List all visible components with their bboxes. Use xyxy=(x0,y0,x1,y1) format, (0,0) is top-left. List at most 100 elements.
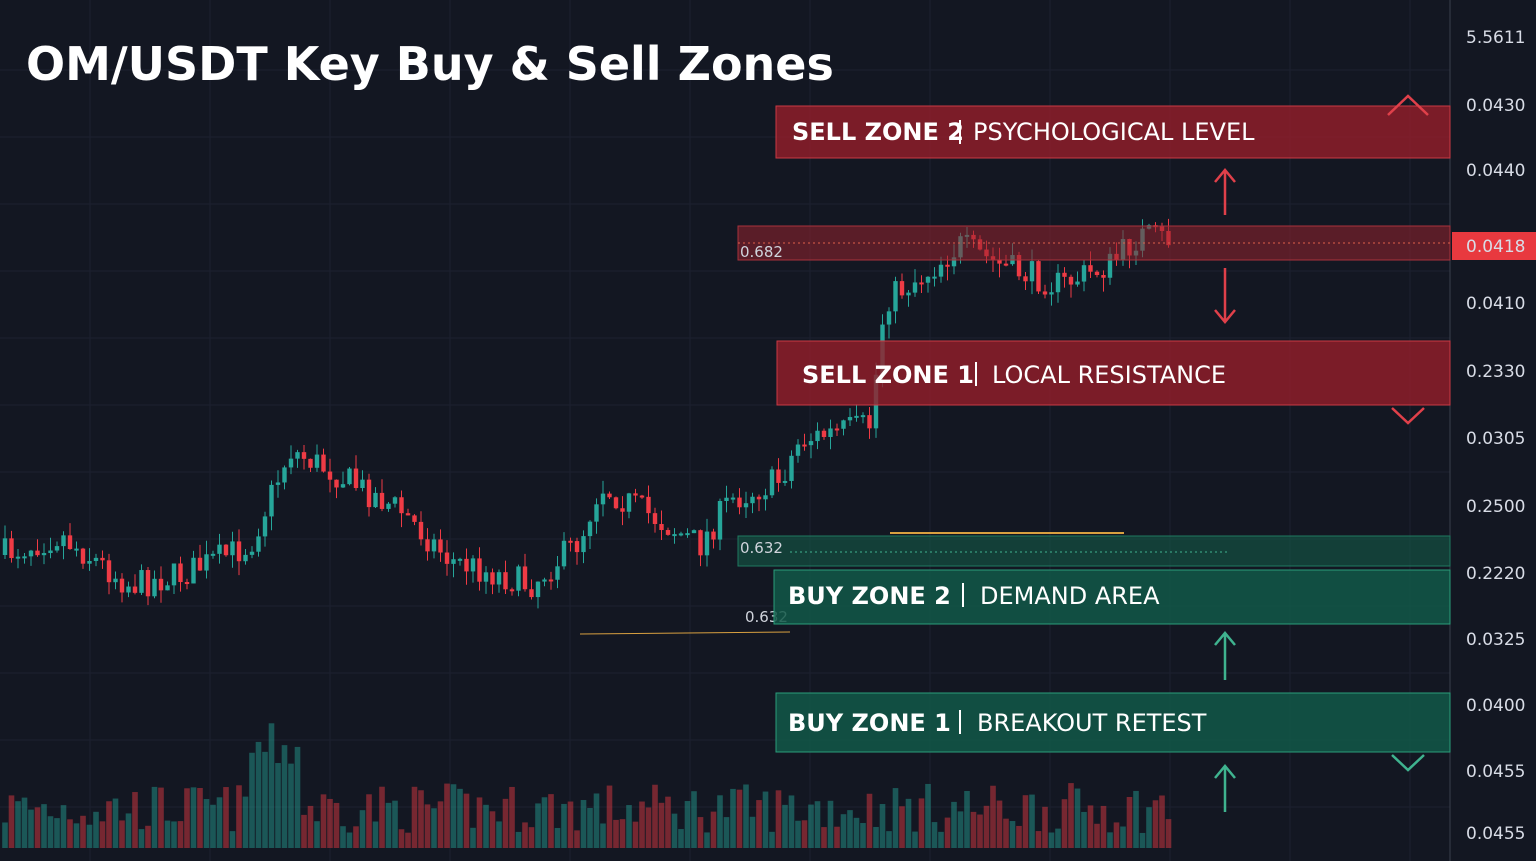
candle xyxy=(308,458,313,468)
chevron-down xyxy=(1391,754,1425,772)
candle xyxy=(639,495,645,498)
candle xyxy=(2,538,8,555)
volume-bar xyxy=(775,790,782,848)
volume-bar xyxy=(1048,832,1055,848)
candle xyxy=(1101,275,1106,278)
candle xyxy=(581,536,586,553)
axis-label: 0.0410 xyxy=(1466,294,1525,314)
candle xyxy=(1049,292,1054,295)
candle xyxy=(321,454,326,472)
candle xyxy=(750,496,755,504)
price-axis: 5.5611 0.0430 0.0440 0.0410 0.2330 0.0305 0.25… xyxy=(1466,28,1525,844)
volume-bar xyxy=(951,801,957,848)
candle xyxy=(399,497,404,514)
volume-bar xyxy=(184,788,190,848)
candle xyxy=(685,533,690,536)
volume-bar xyxy=(327,798,333,848)
candle xyxy=(353,468,359,489)
candle xyxy=(503,572,508,590)
volume-bar xyxy=(535,803,541,848)
candle xyxy=(347,468,352,485)
candle xyxy=(925,276,931,283)
candle xyxy=(1094,271,1100,276)
axis-label: 0.0400 xyxy=(1466,696,1525,716)
volume-bar xyxy=(730,788,736,848)
candle xyxy=(1023,276,1028,282)
axis-label: 0.0440 xyxy=(1466,161,1525,181)
volume-bar xyxy=(1094,823,1100,848)
candle xyxy=(509,589,515,592)
candle xyxy=(132,586,138,593)
candle xyxy=(178,563,183,583)
volume-bar xyxy=(1120,826,1126,848)
volume-bar xyxy=(8,795,15,848)
zone-box xyxy=(775,105,1451,159)
candle xyxy=(1107,253,1113,278)
volume-bar xyxy=(1061,799,1068,848)
volume-bar xyxy=(54,818,60,848)
volume-bar xyxy=(268,723,275,848)
volume-bar xyxy=(723,817,730,848)
arrows xyxy=(1214,94,1429,812)
volume-bar xyxy=(457,788,463,848)
candle xyxy=(626,493,632,512)
candle xyxy=(139,570,144,593)
candles xyxy=(2,218,1171,609)
volume-bar xyxy=(821,827,827,848)
volume-bar xyxy=(918,798,925,848)
candle xyxy=(438,539,443,553)
volume-bar xyxy=(762,791,769,848)
zone-title: SELL ZONE 1 xyxy=(802,361,974,389)
volume-bar xyxy=(587,807,593,848)
candle xyxy=(607,493,612,498)
buy-zone-2: BUY ZONE 2 DEMAND AREA xyxy=(773,569,1451,625)
volume-bar xyxy=(216,797,223,848)
candle xyxy=(698,530,703,556)
volume-bar xyxy=(613,819,619,848)
volume-bar xyxy=(411,786,418,848)
chevron-down xyxy=(1391,407,1425,425)
volume-bar xyxy=(424,804,431,848)
candle xyxy=(184,582,190,585)
volume-bar xyxy=(554,827,561,848)
candle xyxy=(366,479,372,508)
candle xyxy=(288,458,294,468)
candle xyxy=(269,484,274,517)
candle xyxy=(100,557,105,561)
volume-bar xyxy=(444,783,450,848)
candle xyxy=(594,504,599,522)
level-line xyxy=(579,631,791,635)
volume-bar xyxy=(359,810,366,848)
volume-bar xyxy=(242,796,249,848)
volume-bar xyxy=(249,752,255,848)
candle xyxy=(808,441,814,446)
volume-bar xyxy=(1146,807,1152,848)
candle xyxy=(412,515,417,522)
volume-bar xyxy=(938,831,944,848)
volume-bar xyxy=(925,783,931,848)
candle xyxy=(997,259,1002,264)
volume-bar xyxy=(28,809,34,848)
candle xyxy=(386,503,391,509)
candle xyxy=(782,480,788,483)
arrow-up xyxy=(1214,631,1236,680)
price-badge xyxy=(1452,232,1536,260)
volume-bar xyxy=(743,784,749,848)
candle xyxy=(282,467,287,483)
volume-bar xyxy=(1016,825,1022,848)
candle xyxy=(646,496,651,514)
candle xyxy=(535,581,541,598)
volume-bar xyxy=(567,801,574,848)
volume-bar xyxy=(333,802,340,848)
candle xyxy=(1003,263,1009,266)
candle xyxy=(1029,261,1035,282)
candle xyxy=(197,557,203,571)
candle xyxy=(691,530,697,534)
volume-bar xyxy=(561,803,567,848)
zone-box xyxy=(773,569,1451,625)
axis-label: 5.5611 xyxy=(1466,28,1525,48)
zone-title: SELL ZONE 2 xyxy=(792,118,964,146)
volume-bar xyxy=(236,785,242,848)
volume-bar xyxy=(710,811,717,848)
volume-bar xyxy=(879,804,886,848)
